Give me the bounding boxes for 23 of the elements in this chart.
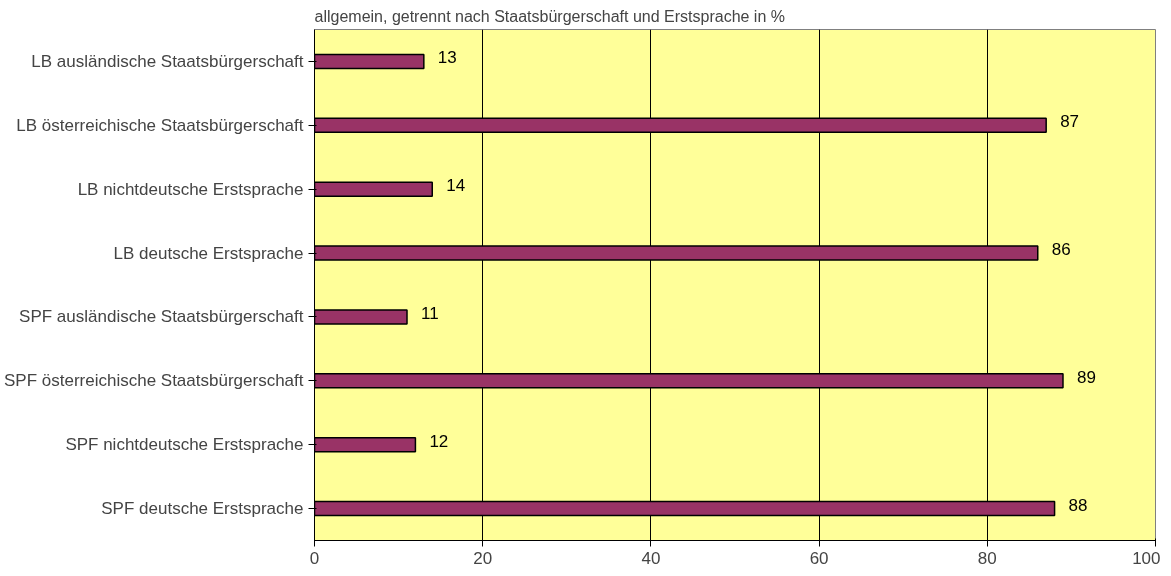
chart-title: allgemein, getrennt nach Staatsbürgerschaft und Erstsprache in %: [314, 7, 785, 25]
x-tick-label: 0: [309, 548, 320, 568]
x-tick-label: 100: [1132, 548, 1161, 568]
data-label: 86: [1051, 240, 1071, 260]
data-label: 12: [429, 431, 449, 451]
data-label: 87: [1060, 112, 1080, 132]
y-tick-label: LB deutsche Erstsprache: [113, 243, 304, 263]
x-tick-label: 60: [809, 548, 829, 568]
y-tick-label: SPF nichtdeutsche Erstsprache: [65, 435, 304, 455]
x-tick-label: 40: [641, 548, 661, 568]
y-tick-label: SPF ausländische Staatsbürgerschaft: [19, 307, 304, 327]
x-tick-label: 80: [977, 548, 997, 568]
data-label: 11: [421, 303, 439, 323]
x-tick-label: 20: [473, 548, 493, 568]
y-tick-label: LB österreichische Staatsbürgerschaft: [16, 115, 304, 135]
data-label: 14: [446, 176, 466, 196]
y-tick-label: LB ausländische Staatsbürgerschaft: [31, 51, 304, 71]
y-tick-label: LB nichtdeutsche Erstsprache: [77, 179, 304, 199]
y-tick-label: SPF deutsche Erstsprache: [101, 499, 304, 519]
data-label: 13: [437, 48, 457, 68]
data-label: 89: [1076, 367, 1096, 387]
y-tick-label: SPF österreichische Staatsbürgerschaft: [3, 371, 304, 391]
data-label: 88: [1068, 495, 1088, 515]
